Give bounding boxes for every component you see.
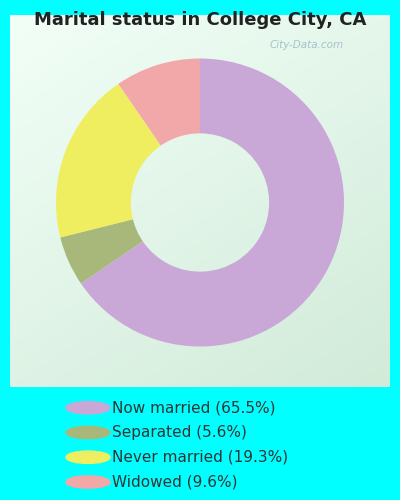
Circle shape [66,426,110,438]
Circle shape [66,451,110,464]
Text: City-Data.com: City-Data.com [269,40,344,50]
Circle shape [66,402,110,414]
Text: Widowed (9.6%): Widowed (9.6%) [112,474,238,490]
Wedge shape [60,220,143,284]
Wedge shape [56,84,161,237]
Text: Now married (65.5%): Now married (65.5%) [112,400,276,415]
Wedge shape [81,58,344,346]
Wedge shape [118,58,200,146]
Text: Separated (5.6%): Separated (5.6%) [112,425,247,440]
Circle shape [66,476,110,488]
Text: Never married (19.3%): Never married (19.3%) [112,450,288,465]
Text: Marital status in College City, CA: Marital status in College City, CA [34,11,366,29]
